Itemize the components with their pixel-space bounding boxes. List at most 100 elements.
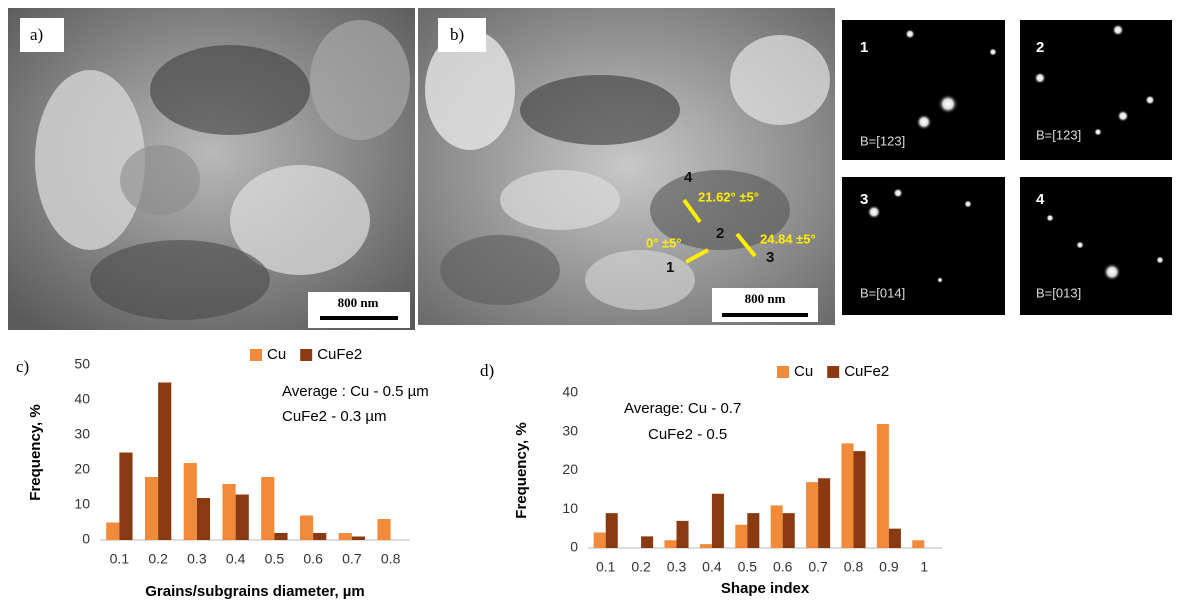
y-tick-label: 30: [562, 422, 578, 438]
bar: [313, 533, 326, 540]
x-tick-label: 0.8: [381, 551, 401, 567]
y-axis-label: Frequency, %: [513, 422, 530, 518]
legend-label: CuFe2: [844, 363, 889, 380]
x-axis-label: Shape index: [721, 580, 810, 597]
bar: [641, 536, 653, 548]
bar: [274, 533, 287, 540]
point-label: 3: [766, 249, 774, 266]
bar: [352, 537, 365, 541]
pattern-number: 2: [1036, 39, 1044, 56]
y-tick-label: 10: [74, 496, 90, 512]
x-tick-label: 0.6: [773, 559, 793, 575]
legend-swatch: [827, 366, 839, 378]
bar: [222, 484, 235, 540]
bar: [119, 453, 132, 541]
panel-label: a): [30, 25, 43, 44]
x-tick-label: 0.4: [226, 551, 246, 567]
bar: [806, 482, 818, 548]
point-label: 1: [666, 259, 674, 276]
bar: [261, 477, 274, 540]
scale-bar-label: 800 nm: [338, 295, 379, 310]
zone-axis: B=[013]: [1036, 285, 1081, 300]
figure: a) 800 nm b) 800 nm 4 21.62° ±5° 2 24.84…: [0, 0, 1177, 608]
bar: [712, 494, 724, 548]
y-tick-label: 0: [570, 539, 578, 555]
annotation: CuFe2 - 0.3 µm: [282, 408, 387, 425]
diffraction-patterns: 1 B=[123] 2 B=[123] 3 B=[014] 4 B=[013]: [842, 20, 1172, 315]
x-tick-label: 0.5: [738, 559, 758, 575]
point-label: 4: [684, 169, 693, 186]
point-label: 2: [716, 225, 724, 242]
zone-axis: B=[123]: [860, 133, 905, 148]
bar: [145, 477, 158, 540]
bar: [594, 533, 606, 549]
panel-label: c): [16, 357, 29, 376]
y-tick-label: 30: [74, 426, 90, 442]
bar: [664, 540, 676, 548]
legend-label: CuFe2: [317, 346, 362, 363]
bar: [877, 424, 889, 548]
bar: [236, 495, 249, 541]
legend-label: Cu: [794, 363, 813, 380]
bar: [184, 463, 197, 540]
x-axis-label: Grains/subgrains diameter, µm: [145, 583, 365, 600]
bar: [747, 513, 759, 548]
y-axis-label: Frequency, %: [27, 404, 44, 500]
annotation: Average: Cu - 0.7: [624, 400, 741, 417]
x-tick-label: 0.8: [844, 559, 864, 575]
zone-axis: B=[014]: [860, 285, 905, 300]
legend-swatch: [300, 349, 312, 361]
x-tick-label: 0.3: [667, 559, 687, 575]
bar: [700, 544, 712, 548]
legend-label: Cu: [267, 346, 286, 363]
y-tick-label: 0: [82, 531, 90, 547]
x-tick-label: 0.4: [702, 559, 722, 575]
y-tick-label: 20: [74, 461, 90, 477]
bar: [300, 516, 313, 541]
bar: [677, 521, 689, 548]
x-tick-label: 0.7: [342, 551, 362, 567]
x-tick-label: 0.1: [110, 551, 130, 567]
bar: [106, 523, 119, 541]
misorientation-label: 0° ±5°: [646, 235, 682, 250]
x-tick-label: 0.1: [596, 559, 616, 575]
misorientation-label: 24.84 ±5°: [760, 231, 816, 246]
bar: [912, 540, 924, 548]
y-tick-label: 10: [562, 500, 578, 516]
micrograph-b: b) 800 nm 4 21.62° ±5° 2 24.84 ±5° 0° ±5…: [418, 8, 835, 325]
bar: [606, 513, 618, 548]
x-tick-label: 0.9: [879, 559, 899, 575]
bar: [841, 443, 853, 548]
bar: [735, 525, 747, 548]
bar: [818, 478, 830, 548]
misorientation-label: 21.62° ±5°: [698, 189, 759, 204]
y-tick-label: 40: [74, 391, 90, 407]
pattern-number: 4: [1036, 191, 1045, 208]
bar: [339, 533, 352, 540]
figure-canvas: a) 800 nm b) 800 nm 4 21.62° ±5° 2 24.84…: [0, 0, 1177, 608]
bar: [197, 498, 210, 540]
bar: [889, 529, 901, 548]
y-tick-label: 50: [74, 356, 90, 372]
bar: [783, 513, 795, 548]
x-tick-label: 0.7: [808, 559, 828, 575]
annotation: Average : Cu - 0.5 µm: [282, 383, 429, 400]
y-tick-label: 40: [562, 384, 578, 400]
x-tick-label: 0.3: [187, 551, 207, 567]
bar: [771, 505, 783, 548]
legend-swatch: [777, 366, 789, 378]
panel-label: b): [450, 25, 464, 44]
pattern-number: 1: [860, 39, 868, 56]
x-tick-label: 0.2: [631, 559, 651, 575]
bar: [854, 451, 866, 548]
legend-swatch: [250, 349, 262, 361]
scale-bar-label: 800 nm: [745, 291, 786, 306]
x-tick-label: 1: [920, 559, 928, 575]
micrograph-a: a) 800 nm: [8, 8, 415, 330]
zone-axis: B=[123]: [1036, 127, 1081, 142]
bar: [377, 519, 390, 540]
x-tick-label: 0.6: [303, 551, 323, 567]
y-tick-label: 20: [562, 461, 578, 477]
annotation: CuFe2 - 0.5: [648, 426, 727, 443]
pattern-number: 3: [860, 191, 868, 208]
